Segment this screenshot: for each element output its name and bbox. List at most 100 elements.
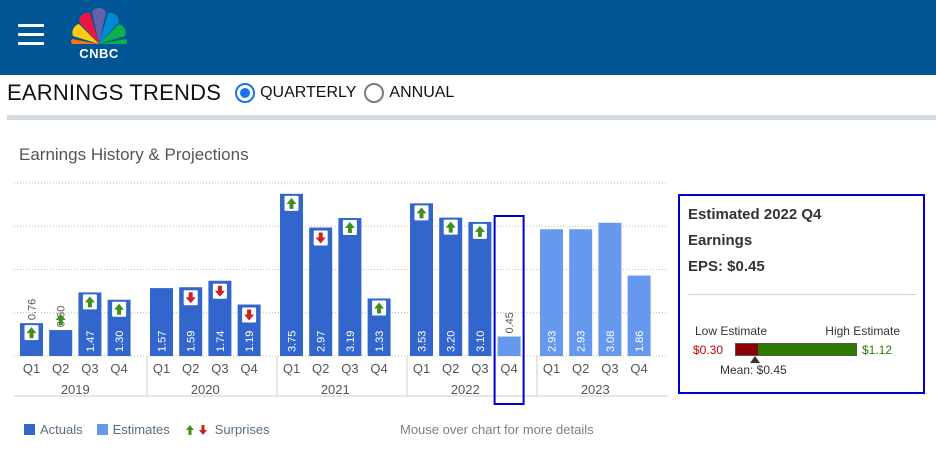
bar-2020-Q1 [150,288,173,356]
surprise-down-icon [244,309,255,321]
quarter-label: Q1 [543,361,560,376]
quarter-label: Q2 [312,361,329,376]
logo-text: CNBC [79,46,119,61]
bar-value-label: 1.30 [114,331,126,352]
title-row: EARNINGS TRENDS QUARTERLY ANNUAL [7,78,454,108]
quarter-label: Q4 [110,361,127,376]
bar-2023-Q3 [598,222,622,356]
mean-estimate-label: Mean: $0.45 [720,363,787,377]
info-divider [688,294,916,295]
bar-value-label: 0.45 [504,312,516,333]
peacock-logo-icon [71,7,127,44]
bar-value-label: 0.76 [27,299,39,320]
bar-value-label: 1.57 [157,331,169,352]
surprise-down-icon [185,292,196,304]
surprise-up-icon [445,221,456,233]
bar-2019-Q2 [49,330,73,356]
info-eps: EPS: $0.45 [688,258,765,275]
surprise-up-icon [84,296,95,308]
surprise-down-icon [214,285,225,297]
year-label: 2019 [61,382,90,397]
surprise-up-icon [474,225,485,237]
bar-2022-Q4 [497,336,521,356]
surprise-up-icon [344,222,355,234]
bar-2022-Q1 [410,203,433,356]
bar-value-label: 1.86 [634,331,646,352]
bar-2021-Q1 [280,193,303,356]
annual-radio[interactable]: ANNUAL [364,83,454,103]
bar-value-label: 3.75 [287,331,299,352]
section-divider [7,115,936,120]
bar-2023-Q2 [569,229,593,356]
surprise-up-icon [26,327,37,339]
quarter-label: Q2 [52,361,69,376]
quarter-label: Q1 [283,361,300,376]
surprise-up-icon [55,314,66,326]
chart-title: Earnings History & Projections [19,145,249,164]
legend-estimates-label: Estimates [112,422,170,437]
bar-value-label: 3.10 [475,331,487,352]
estimate-range-low-segment [736,344,758,355]
bar-value-label: 1.19 [244,331,256,352]
bar-2022-Q2 [439,217,463,356]
quarter-label: Q3 [601,361,618,376]
quarterly-radio[interactable]: QUARTERLY [235,83,356,103]
year-label: 2020 [191,382,220,397]
annual-label[interactable]: ANNUAL [389,84,455,101]
legend-surprises-label: Surprises [214,422,270,437]
year-label: 2021 [321,382,350,397]
radio-checked-icon[interactable] [235,83,256,103]
quarter-label: Q3 [211,361,228,376]
quarter-label: Q2 [182,361,199,376]
legend-surprises: Surprises [184,422,270,437]
estimates-swatch [96,424,108,435]
bar-2023-Q4 [627,275,651,356]
high-estimate-label: High Estimate [825,324,900,338]
legend-estimates: Estimates [96,422,170,437]
bar-value-label: 3.20 [446,331,458,352]
bar-value-label: 2.93 [576,331,588,352]
surprise-down-icon [315,232,326,244]
bar-value-label: 1.74 [215,331,227,352]
bar-value-label: 2.97 [316,331,328,352]
hamburger-menu-icon[interactable] [18,24,44,46]
bar-value-label: 3.08 [605,331,617,352]
actuals-swatch [24,424,35,435]
quarter-label: Q2 [572,361,589,376]
bar-2020-Q3 [208,280,232,356]
year-label: 2023 [581,382,610,397]
quarter-label: Q1 [23,361,40,376]
surprise-up-icon [114,303,125,315]
bar-value-label: 1.33 [374,331,386,352]
info-title-line1: Estimated 2022 Q4 [688,206,822,223]
quarter-label: Q1 [153,361,170,376]
info-title-line2: Earnings [688,232,753,249]
surprise-up-icon [374,302,385,314]
bar-value-label: 3.19 [345,331,357,352]
bar-2023-Q1 [540,229,563,356]
surprise-arrows-icon [185,424,207,435]
cnbc-logo[interactable]: CNBC [66,7,132,61]
surprise-up-icon [416,207,427,219]
quarter-label: Q2 [442,361,459,376]
mean-marker-icon [750,356,760,363]
info-title: Estimated 2022 Q4 Earnings EPS: $0.45 [688,202,918,280]
bar-value-label: 1.59 [186,331,198,352]
earnings-chart[interactable]: 0.76Q10.60Q21.47Q31.30Q41.57Q11.59Q21.74… [0,170,670,415]
bar-value-label: 1.47 [85,331,97,352]
surprise-up-icon [286,197,297,209]
radio-unchecked-icon[interactable] [364,83,385,103]
page-title: EARNINGS TRENDS [7,80,222,105]
bar-value-label: 3.53 [417,331,429,352]
quarterly-label[interactable]: QUARTERLY [260,84,357,101]
legend-actuals-label: Actuals [40,422,83,437]
quarter-label: Q3 [341,361,358,376]
bar-2021-Q3 [338,218,362,356]
quarter-label: Q4 [630,361,647,376]
chart-legend: Actuals Estimates Surprises [24,422,284,437]
estimate-info-box: Estimated 2022 Q4 Earnings EPS: $0.45 Lo… [678,194,925,394]
quarter-label: Q4 [240,361,257,376]
bar-value-label: 2.93 [547,331,559,352]
low-estimate-value: $0.30 [693,343,724,357]
estimate-range-bar [735,343,857,356]
